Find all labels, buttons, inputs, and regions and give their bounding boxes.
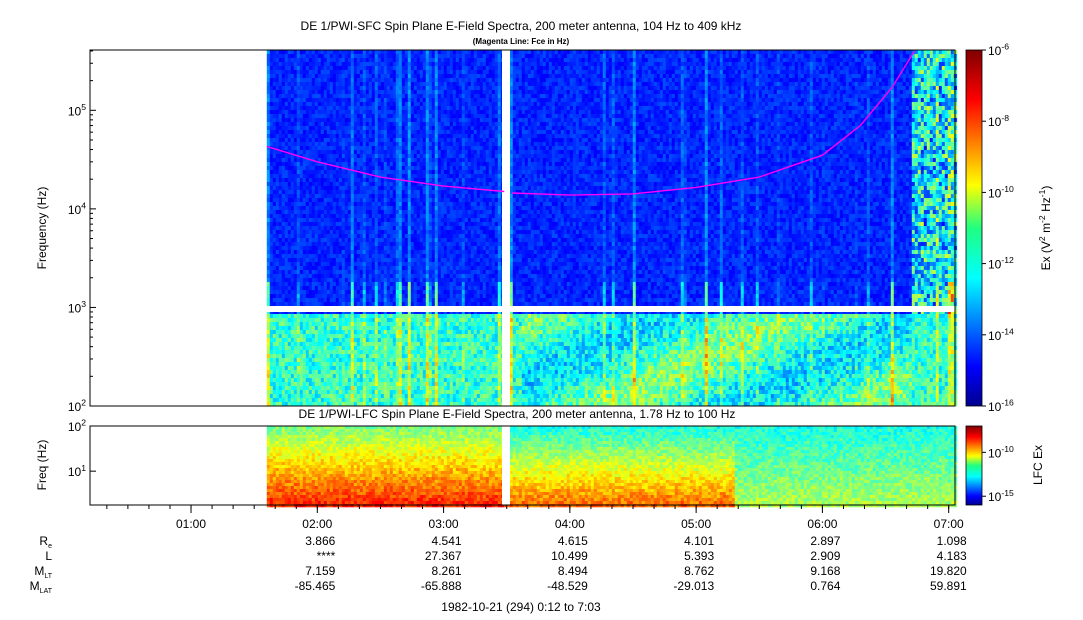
ephemeris-value: 8.494: [558, 564, 588, 578]
sfc-subtitle: (Magenta Line: Fce in Hz): [473, 37, 570, 46]
ephemeris-value: -85.465: [295, 579, 336, 593]
time-tick-label: 01:00: [176, 517, 206, 531]
ephemeris-value: 8.261: [432, 564, 462, 578]
sfc-title: DE 1/PWI-SFC Spin Plane E-Field Spectra,…: [301, 19, 742, 33]
ephemeris-value: 3.866: [305, 534, 335, 548]
sfc-colorbar-gradient: [966, 50, 982, 406]
colorbar-tick-label: 10-10: [988, 444, 1014, 460]
lfc-colorbar-ticks: 10-10 10-15: [982, 444, 1014, 504]
ephemeris-value: 4.101: [684, 534, 714, 548]
sfc-ytick-label: 102: [68, 398, 86, 414]
sfc-panel: 102 103 104 105 Frequency (Hz): [35, 50, 957, 414]
sfc-data-gap: [502, 50, 510, 406]
lfc-spectrogram: [267, 426, 957, 507]
sfc-ylabel: Frequency (Hz): [35, 187, 49, 270]
colorbar-tick-label: 10-6: [988, 42, 1009, 58]
colorbar-tick-label: 10-16: [988, 398, 1014, 414]
colorbar-tick-label: 10-8: [988, 113, 1009, 129]
time-tick-label: 03:00: [429, 517, 459, 531]
lfc-ytick-label: 102: [68, 418, 86, 434]
time-tick-label: 02:00: [302, 517, 332, 531]
ephemeris-value: 2.909: [810, 549, 840, 563]
ephemeris-value: 0.764: [810, 579, 840, 593]
sfc-ytick-label: 104: [68, 200, 86, 216]
ephemeris-value: 2.897: [810, 534, 840, 548]
ephemeris-row-label: MLT: [34, 564, 52, 580]
sfc-colorbar: 10-6 10-8 10-10 10-12 10-14 10-16 Ex (V2 m-2 …: [966, 42, 1053, 414]
sfc-spectrogram: [267, 50, 957, 406]
colorbar-tick-label: 10-15: [988, 488, 1014, 504]
time-tick-label: 06:00: [807, 517, 837, 531]
ephemeris-value: 4.183: [937, 549, 967, 563]
time-tick-label: 04:00: [555, 517, 585, 531]
colorbar-tick-label: 10-12: [988, 255, 1014, 271]
lfc-ylabel: Freq (Hz): [35, 440, 49, 491]
lfc-ytick-label: 101: [68, 463, 86, 479]
time-axis: 01:00 02:00 03:00 04:00 05:00 06:00 07:00: [90, 505, 964, 531]
sfc-colorbar-label: Ex (V2 m-2 Hz-1): [1037, 186, 1053, 271]
ephemeris-row-label: MLAT: [30, 579, 53, 595]
footer-date: 1982-10-21 (294) 0:12 to 7:03: [441, 600, 601, 614]
ephemeris-value: 1.098: [937, 534, 967, 548]
lfc-colorbar-label: LFC Ex: [1031, 445, 1045, 485]
ephemeris-value: 59.891: [930, 579, 967, 593]
ephemeris-value: 9.168: [810, 564, 840, 578]
lfc-colorbar-gradient: [966, 426, 982, 505]
ephemeris-row-label: Re: [39, 534, 52, 550]
ephemeris-value: -29.013: [673, 579, 714, 593]
ephemeris-value: ****: [317, 549, 336, 563]
ephemeris-row-label: L: [45, 549, 52, 563]
ephemeris-value: -48.529: [547, 579, 588, 593]
ephemeris-value: -65.888: [421, 579, 462, 593]
lfc-data-gap: [502, 426, 510, 505]
sfc-split-gap: [262, 306, 955, 312]
ephemeris-table: Re 3.866 4.541 4.615 4.101 2.897 1.098 L **** 27.…: [30, 534, 967, 595]
ephemeris-value: 10.499: [551, 549, 588, 563]
ephemeris-value: 4.541: [432, 534, 462, 548]
lfc-colorbar: 10-10 10-15 LFC Ex: [966, 426, 1045, 505]
time-tick-label: 05:00: [681, 517, 711, 531]
time-tick-label: 07:00: [934, 517, 964, 531]
lfc-panel: 101 102 Freq (Hz): [35, 418, 957, 508]
ephemeris-value: 19.820: [930, 564, 967, 578]
ephemeris-value: 27.367: [425, 549, 462, 563]
sfc-ytick-label: 105: [68, 102, 86, 118]
ephemeris-value: 4.615: [558, 534, 588, 548]
colorbar-tick-label: 10-10: [988, 184, 1014, 200]
ephemeris-value: 7.159: [305, 564, 335, 578]
sfc-colorbar-ticks: 10-6 10-8 10-10 10-12 10-14 10-16: [982, 42, 1014, 414]
ephemeris-value: 5.393: [684, 549, 714, 563]
sfc-ytick-label: 103: [68, 299, 86, 315]
ephemeris-value: 8.762: [684, 564, 714, 578]
lfc-title: DE 1/PWI-LFC Spin Plane E-Field Spectra,…: [299, 407, 736, 421]
colorbar-tick-label: 10-14: [988, 326, 1014, 342]
